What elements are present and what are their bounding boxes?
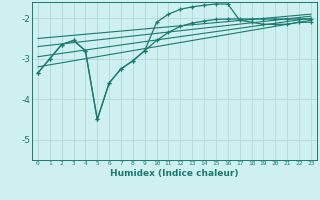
X-axis label: Humidex (Indice chaleur): Humidex (Indice chaleur) (110, 169, 239, 178)
